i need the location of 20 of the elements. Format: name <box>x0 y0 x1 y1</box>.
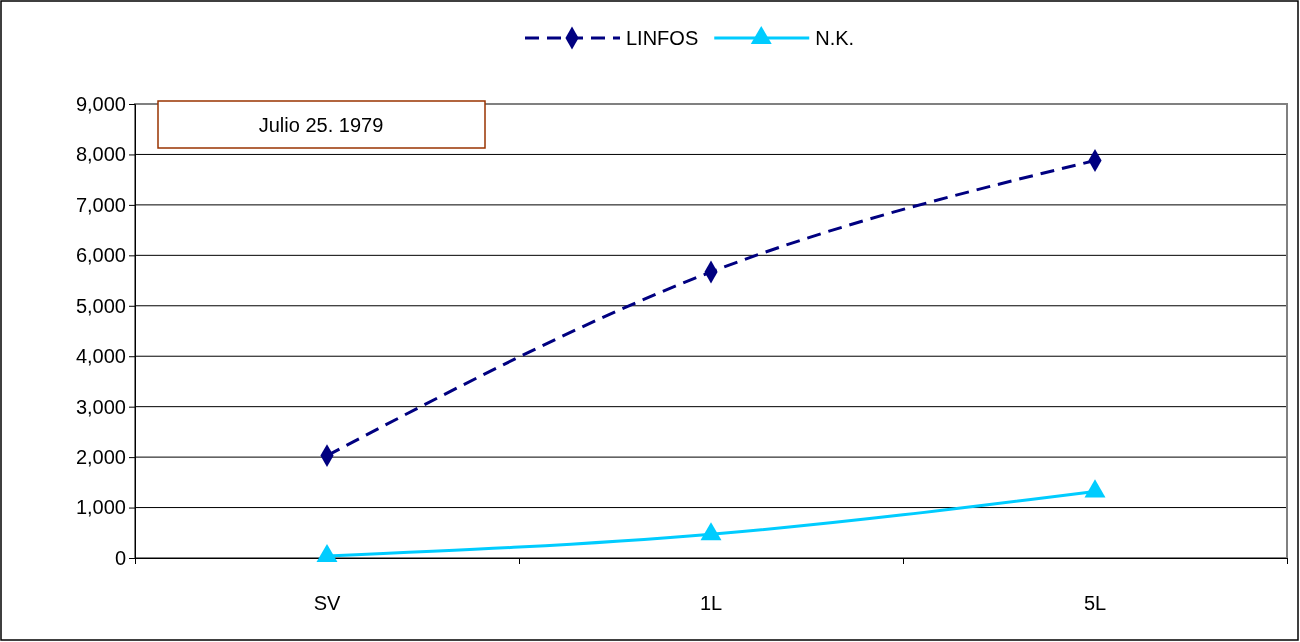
y-tick-label: 0 <box>114 546 126 569</box>
x-tick-label: 1L <box>699 592 723 614</box>
y-tick-label: 4,000 <box>75 345 126 368</box>
point <box>1084 479 1106 498</box>
y-tick-label: 8,000 <box>75 143 126 166</box>
legend-label: N.K. <box>815 27 855 49</box>
annotation: Julio 25. 1979 <box>258 114 384 136</box>
y-tick-label: 6,000 <box>75 244 126 267</box>
y-tick-label: 1,000 <box>75 496 126 519</box>
x-tick-label: SV <box>313 592 341 614</box>
point <box>316 543 338 563</box>
note-box: Julio 25. 1979 <box>157 100 486 149</box>
y-tick-label: 7,000 <box>75 193 126 216</box>
point <box>700 522 722 541</box>
x-tick-label: 5L <box>1083 592 1107 614</box>
legend-label: LINFOS <box>626 27 699 49</box>
y-tick-label: 2,000 <box>75 446 126 469</box>
y-tick-label: 3,000 <box>75 395 126 418</box>
y-tick-label: 9,000 <box>75 92 126 115</box>
y-tick-label: 5,000 <box>75 294 126 317</box>
